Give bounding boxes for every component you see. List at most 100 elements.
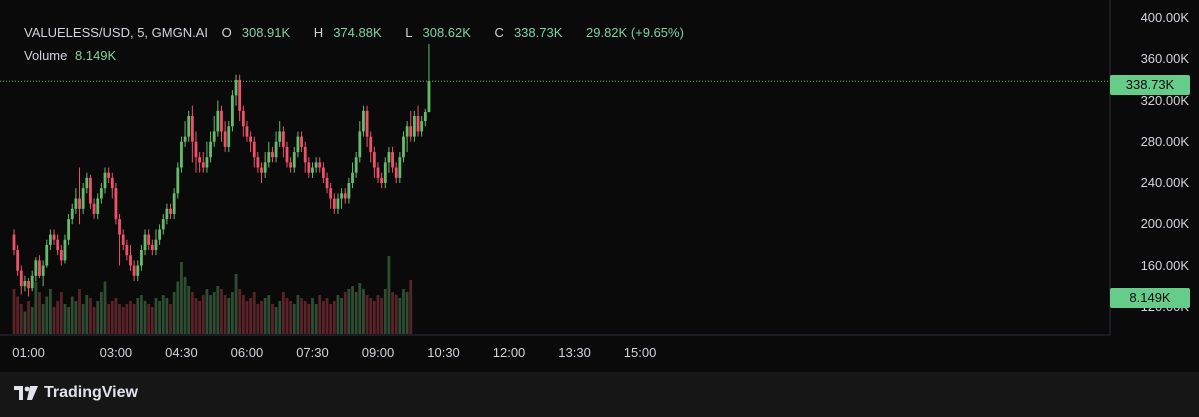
- tradingview-icon: [14, 386, 38, 400]
- candle-body: [402, 136, 405, 158]
- volume-bar: [340, 298, 343, 334]
- candle-body: [209, 141, 212, 158]
- volume-bar: [256, 304, 260, 334]
- candle-body: [78, 198, 81, 209]
- candle-body: [332, 198, 336, 209]
- candle-body: [12, 234, 16, 251]
- volume-bar: [405, 292, 409, 334]
- candle-body: [260, 167, 263, 173]
- candle-body: [165, 208, 169, 220]
- candle-body: [227, 126, 231, 147]
- volume-bar: [296, 295, 300, 334]
- volume-bar: [136, 298, 140, 334]
- volume-bar: [34, 281, 38, 334]
- candle-body: [150, 244, 154, 251]
- volume-bar: [376, 295, 380, 334]
- candle-body: [147, 234, 151, 245]
- time-tick-label: 04:30: [165, 345, 198, 360]
- tradingview-logo[interactable]: TradingView: [14, 384, 138, 402]
- candle-body: [198, 157, 202, 163]
- candle-body: [369, 136, 373, 153]
- volume-bar: [161, 295, 165, 334]
- candle-body: [311, 167, 314, 173]
- volume-bar: [354, 292, 358, 334]
- time-tick-label: 10:30: [427, 345, 460, 360]
- candle-body: [223, 131, 227, 147]
- candle-body: [413, 115, 416, 137]
- candle-body: [380, 177, 384, 184]
- volume-bar: [118, 304, 121, 334]
- volume-value: 8.149K: [75, 48, 117, 63]
- candle-body: [278, 131, 282, 142]
- volume-bar: [289, 301, 293, 334]
- volume-bar: [154, 298, 158, 334]
- price-tick-label: 240.00K: [1140, 175, 1189, 191]
- candle-body: [103, 172, 107, 189]
- low-value: L 308.62K: [405, 25, 471, 40]
- candle-body: [420, 121, 424, 132]
- candle-body: [85, 177, 89, 189]
- candle-body: [252, 141, 256, 158]
- volume-bar: [325, 298, 329, 334]
- brand-name: TradingView: [44, 384, 138, 401]
- candle-body: [187, 115, 191, 137]
- volume-bar: [336, 295, 340, 334]
- volume-bar: [394, 295, 398, 334]
- volume-bar: [96, 301, 100, 334]
- candle-body: [383, 162, 387, 184]
- candle-body: [180, 141, 183, 168]
- candle-body: [409, 126, 413, 137]
- candlestick-chart[interactable]: [0, 0, 1199, 372]
- price-tick-label: 400.00K: [1140, 10, 1189, 25]
- candle-body: [107, 172, 111, 178]
- candle-body: [158, 229, 161, 240]
- time-tick-label: 03:00: [99, 345, 133, 360]
- volume-bar: [267, 295, 271, 334]
- price-tick-label: 280.00K: [1140, 133, 1189, 149]
- volume-bar: [278, 301, 282, 334]
- candle-body: [285, 146, 289, 163]
- candle-body: [376, 167, 380, 178]
- candle-body: [96, 198, 100, 214]
- volume-bar: [380, 298, 384, 334]
- volume-bar: [23, 311, 27, 334]
- volume-bar: [220, 289, 223, 334]
- candle-body: [307, 162, 311, 173]
- chart-area[interactable]: VALUELESS/USD, 5, GMGN.AI O 308.91K H 374.…: [0, 0, 1199, 372]
- volume-bar: [99, 292, 103, 334]
- volume-bar: [180, 262, 183, 334]
- volume-bar: [318, 295, 322, 334]
- candle-body: [143, 234, 147, 251]
- candle-body: [365, 110, 369, 137]
- volume-bar: [74, 301, 78, 334]
- volume-bar: [121, 307, 125, 334]
- candle-body: [296, 136, 300, 153]
- candle-body: [118, 219, 121, 235]
- candle-body: [281, 131, 285, 147]
- candle-body: [372, 152, 376, 168]
- volume-bar: [187, 286, 191, 334]
- time-tick-label: 15:00: [623, 345, 657, 360]
- candle-body: [56, 239, 60, 251]
- volume-bar: [387, 256, 391, 334]
- volume-bar: [19, 304, 23, 334]
- candle-body: [81, 188, 85, 209]
- volume-bar: [409, 280, 413, 334]
- volume-bar: [351, 286, 354, 334]
- candle-body: [351, 172, 354, 184]
- volume-bar: [107, 304, 111, 334]
- volume-bar: [329, 304, 333, 334]
- time-tick-label: 07:30: [296, 345, 329, 360]
- price-tick-label: 200.00K: [1140, 216, 1189, 232]
- candle-body: [38, 260, 41, 276]
- time-tick-label: 09:00: [361, 345, 395, 360]
- volume-bar: [169, 304, 172, 334]
- candle-body: [234, 79, 238, 96]
- candle-body: [256, 157, 260, 168]
- volume-bar: [194, 298, 198, 334]
- candle-body: [23, 280, 27, 287]
- candle-body: [161, 219, 165, 230]
- volume-legend: Volume 8.149K: [24, 48, 126, 63]
- candle-body: [129, 255, 132, 266]
- volume-bar: [56, 301, 60, 334]
